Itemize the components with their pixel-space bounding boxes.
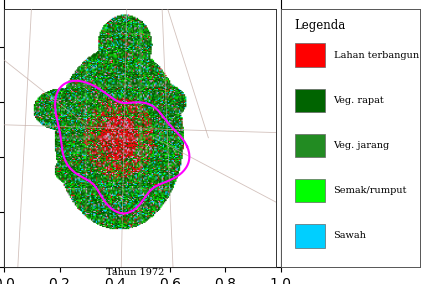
Text: Tahun 1972: Tahun 1972	[106, 268, 164, 277]
Text: Semak/rumput: Semak/rumput	[333, 186, 407, 195]
Text: Lahan terbangun: Lahan terbangun	[333, 51, 419, 60]
Text: Veg. rapat: Veg. rapat	[333, 96, 384, 105]
FancyBboxPatch shape	[295, 224, 325, 248]
Text: Veg. jarang: Veg. jarang	[333, 141, 390, 150]
FancyBboxPatch shape	[295, 43, 325, 67]
Text: Legenda: Legenda	[295, 19, 346, 32]
FancyBboxPatch shape	[295, 89, 325, 112]
FancyBboxPatch shape	[295, 134, 325, 157]
Text: Sawah: Sawah	[333, 231, 366, 241]
FancyBboxPatch shape	[295, 179, 325, 202]
